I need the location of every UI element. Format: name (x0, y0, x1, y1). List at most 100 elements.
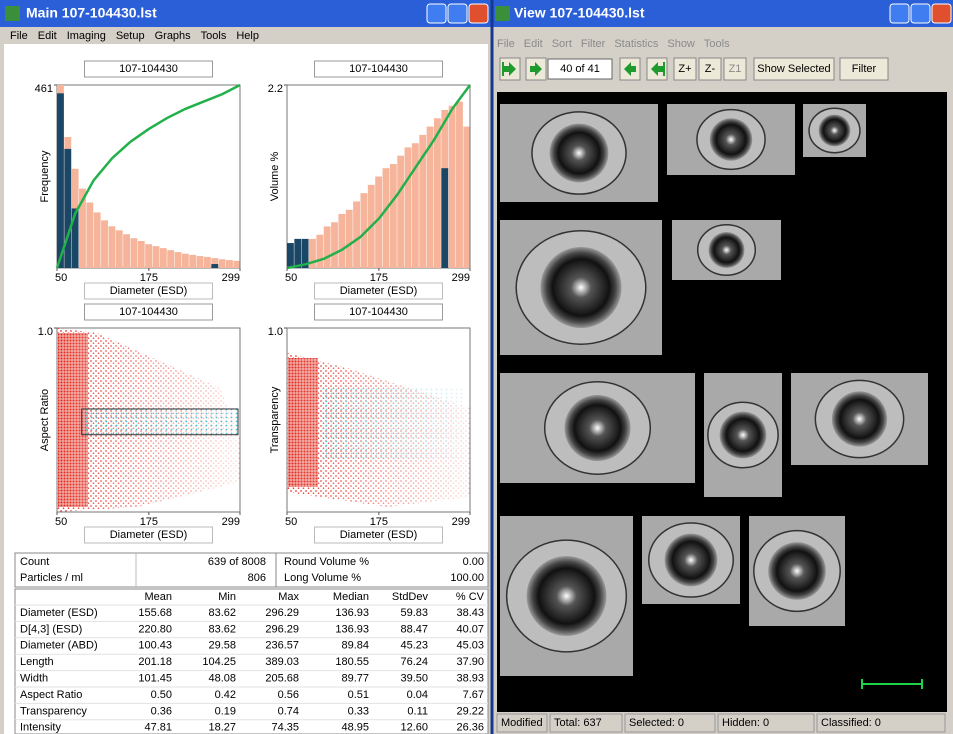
histogram-bar (137, 241, 145, 268)
maximize-button[interactable] (910, 3, 931, 24)
histogram-bar (301, 238, 309, 268)
column-header: Median (333, 591, 369, 603)
stat-value: 220.80 (138, 623, 172, 635)
histogram-bar (316, 234, 324, 268)
nav-arrow (504, 62, 516, 76)
histogram-bar (203, 256, 211, 268)
stat-value: 12.60 (400, 722, 428, 734)
menu-item[interactable]: Show (667, 38, 695, 50)
toolbar-button[interactable] (753, 57, 835, 81)
stat-value: 296.29 (265, 623, 299, 635)
menu-item[interactable]: Filter (581, 38, 606, 50)
toolbar-button[interactable] (723, 57, 747, 81)
histogram-bar (433, 118, 441, 268)
stat-value: 0.50 (151, 689, 172, 701)
y-axis-label: Aspect Ratio (39, 389, 51, 451)
menu-item[interactable]: Graphs (155, 30, 192, 42)
x-axis-label: Diameter (ESD) (340, 285, 418, 297)
app-icon (5, 6, 20, 21)
particle-droplet (549, 123, 609, 183)
histogram-bar (218, 259, 226, 268)
summary-label: Long Volume % (284, 572, 361, 584)
main-title-bar (0, 0, 492, 27)
stat-value: 48.08 (208, 673, 236, 685)
x-tick-label: 175 (370, 272, 388, 284)
menu-item[interactable]: Imaging (67, 30, 106, 42)
minimize-button[interactable] (889, 3, 910, 24)
stat-value: 74.35 (271, 722, 299, 734)
toolbar-button[interactable] (673, 57, 697, 81)
menu-item[interactable]: File (497, 38, 515, 50)
row-label: Length (20, 656, 54, 668)
stat-value: 83.62 (208, 623, 236, 635)
x-tick-label: 50 (55, 516, 67, 528)
status-text: Classified: 0 (821, 717, 881, 729)
chart-title-box (314, 60, 443, 78)
maximize-button[interactable] (447, 3, 468, 24)
toolbar-button-label: Filter (852, 63, 877, 75)
stat-value: 201.18 (138, 656, 172, 668)
x-tick-label: 299 (222, 272, 240, 284)
chart-title: 107-104430 (349, 63, 408, 75)
histogram-bar (174, 252, 182, 268)
x-axis-label: Diameter (ESD) (110, 285, 188, 297)
histogram-bar (360, 193, 368, 268)
menu-item[interactable]: Edit (524, 38, 543, 50)
histogram-bar (456, 101, 463, 269)
menu-item[interactable]: Statistics (614, 38, 659, 50)
histogram-bar (411, 143, 419, 268)
menu-item[interactable]: Tools (704, 38, 730, 50)
selection-box[interactable] (81, 408, 239, 436)
x-tick-label: 299 (452, 516, 470, 528)
minimize-button[interactable] (426, 3, 447, 24)
x-tick-label: 175 (370, 516, 388, 528)
selection-cyan (81, 408, 239, 435)
menu-item[interactable]: Edit (38, 30, 57, 42)
histogram-bar (145, 244, 153, 268)
x-tick-label: 50 (285, 516, 297, 528)
menu-item[interactable]: File (10, 30, 28, 42)
y-tick-label: 1.0 (38, 326, 53, 338)
particle-droplet (709, 118, 753, 161)
stat-value: 296.29 (265, 607, 299, 619)
y-axis-label: Volume % (269, 152, 281, 202)
column-header: Mean (144, 591, 172, 603)
toolbar-button[interactable] (698, 57, 722, 81)
histogram-bar (211, 264, 219, 268)
stat-value: 37.90 (456, 656, 484, 668)
stat-value: 0.36 (151, 705, 172, 717)
menu-item[interactable]: Help (236, 30, 259, 42)
menu-item[interactable]: Tools (201, 30, 227, 42)
x-label-box (314, 526, 443, 544)
particle-label: 6055 (554, 678, 578, 690)
menu-item[interactable]: Setup (116, 30, 145, 42)
y-tick-label: 1.0 (268, 326, 283, 338)
x-tick-label: 50 (285, 272, 297, 284)
toolbar-button[interactable] (839, 57, 889, 81)
status-text: Total: 637 (554, 717, 602, 729)
x-tick-label: 175 (140, 516, 158, 528)
toolbar-button-label: Z1 (729, 63, 742, 75)
close-button[interactable] (931, 3, 952, 24)
histogram-bar (93, 212, 101, 268)
toolbar-button-label: Show Selected (757, 63, 830, 75)
histogram-bar (64, 148, 72, 268)
particle-droplet (719, 411, 767, 459)
particle-droplet (540, 247, 622, 328)
summary-value: 0.00 (463, 556, 484, 568)
stat-value: 45.03 (456, 640, 484, 652)
close-button[interactable] (468, 3, 489, 24)
x-axis-label: Diameter (ESD) (340, 529, 418, 541)
nav-arrow (624, 62, 636, 76)
position-field[interactable] (547, 58, 613, 80)
column-header: % CV (456, 591, 485, 603)
particle-droplet (564, 395, 631, 461)
menu-item[interactable]: Sort (552, 38, 572, 50)
histogram-bar (196, 256, 204, 268)
scale-bar-label: 100 um (874, 688, 911, 700)
histogram-bar (189, 254, 197, 268)
stat-value: 29.22 (456, 705, 484, 717)
y-axis-label: Transparency (269, 386, 281, 453)
stat-value: 0.04 (407, 689, 428, 701)
